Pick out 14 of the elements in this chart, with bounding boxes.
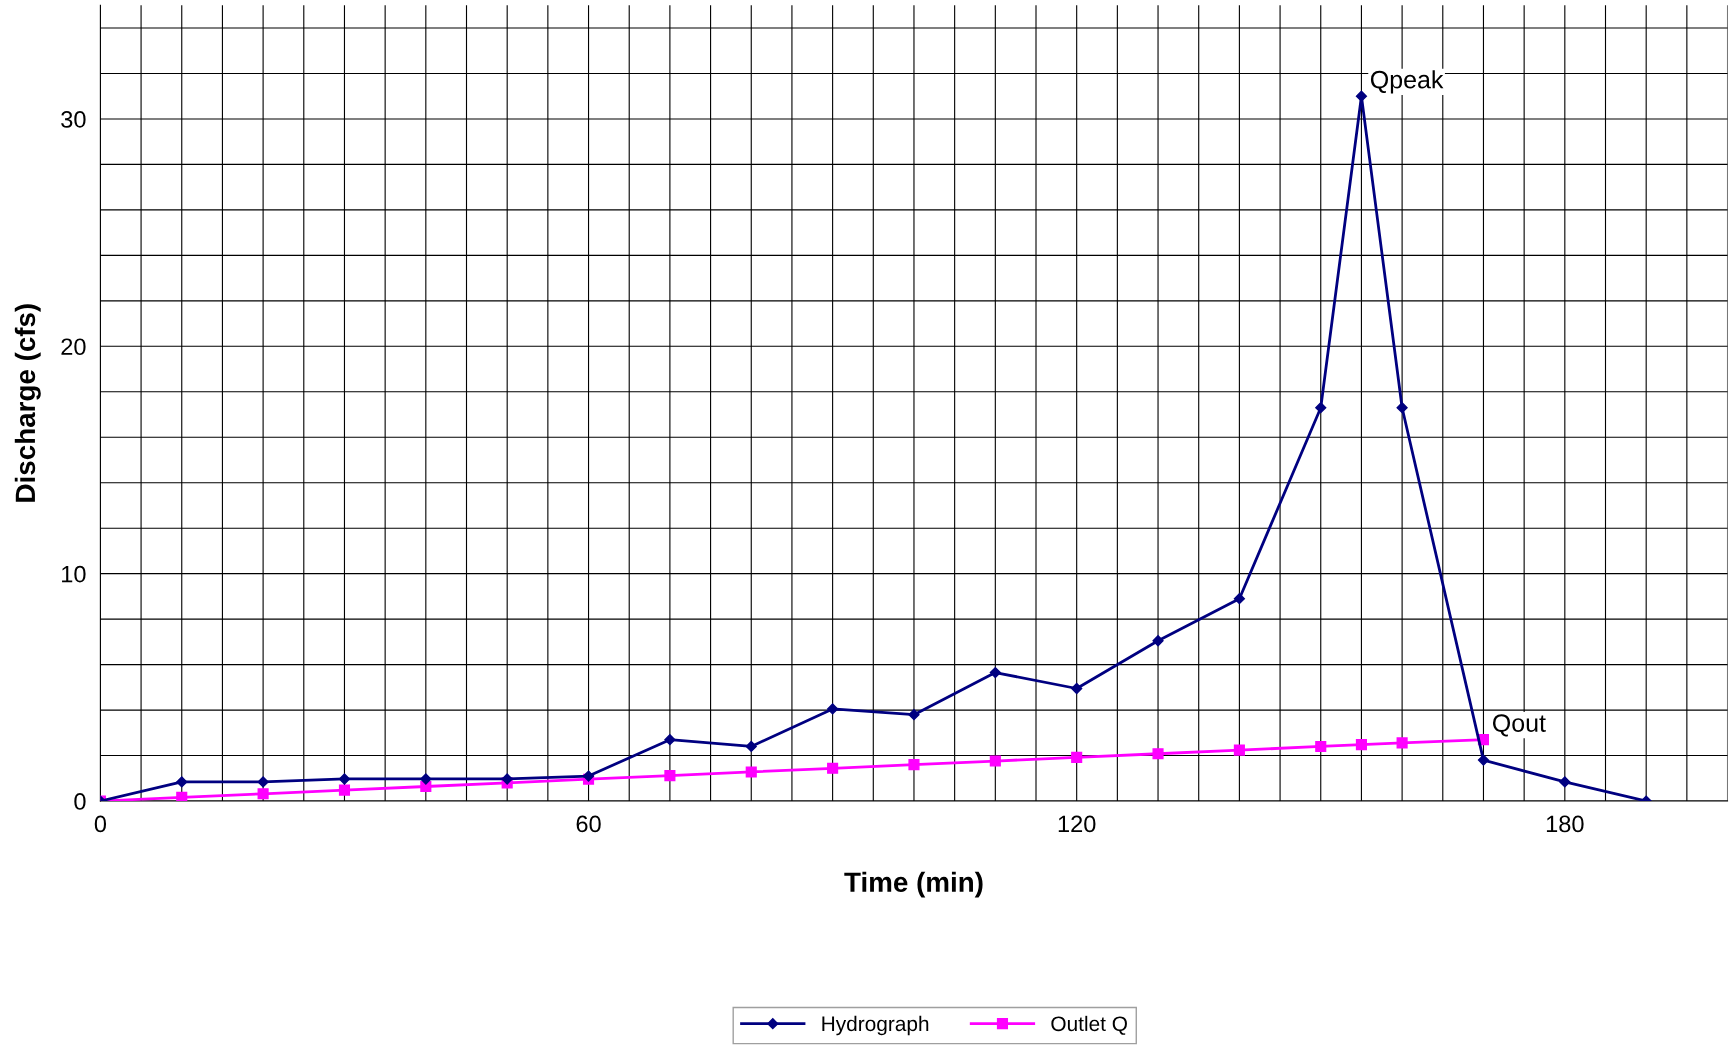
y-tick-label: 10: [62, 565, 86, 583]
y-tick-label: 0: [74, 793, 86, 810]
legend-label: Hydrograph: [822, 1015, 929, 1036]
x-tick-label: 60: [576, 815, 601, 833]
annotation: Qout: [1492, 714, 1546, 737]
x-tick-label: 0: [94, 815, 107, 833]
y-tick-label: 20: [61, 338, 86, 356]
legend-label: Outlet Q: [1051, 1015, 1127, 1035]
x-tick-label: 180: [1546, 815, 1584, 833]
x-axis-title: Time (min): [844, 871, 983, 898]
y-axis-title: Discharge (cfs): [14, 304, 41, 502]
annotation: Qpeak: [1370, 70, 1444, 94]
y-tick-label: 30: [61, 111, 86, 128]
x-tick-label: 120: [1058, 815, 1096, 833]
